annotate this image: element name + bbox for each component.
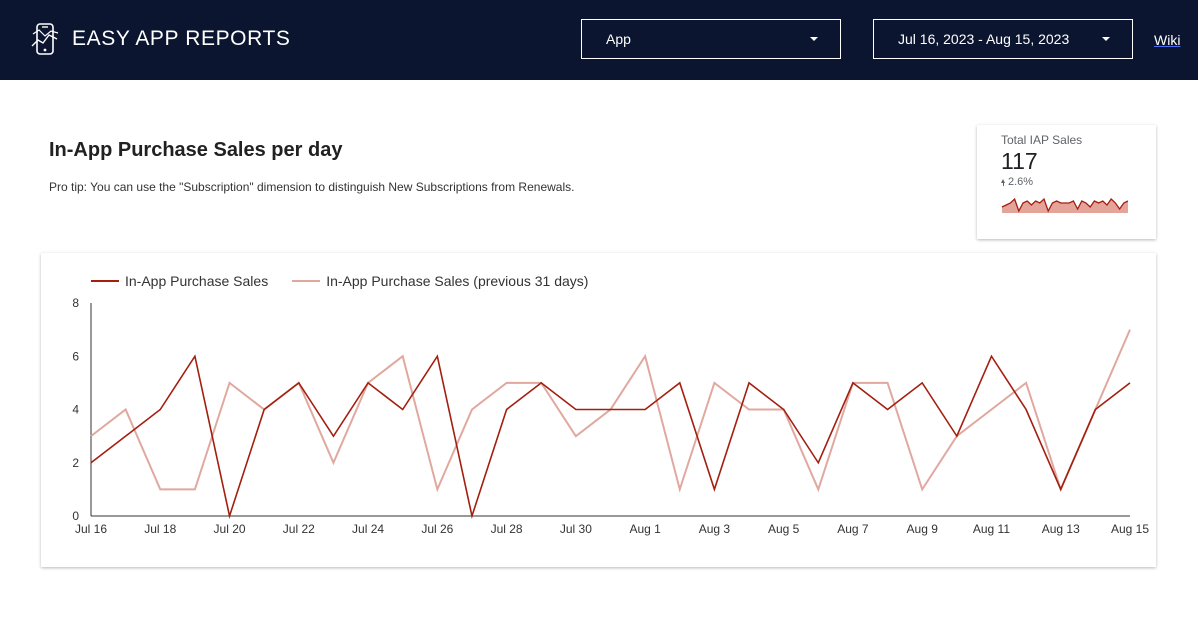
legend-label-current: In-App Purchase Sales	[125, 273, 269, 289]
line-chart: 0 2 4 6 8 Jul 16 Jul 18 Jul 20 Jul 22 Jul 24 Jul 2…	[72, 296, 1149, 536]
x-tick-label: Jul 26	[421, 522, 453, 536]
x-tick-label: Jul 18	[144, 522, 176, 536]
kpi-label: Total IAP Sales	[1001, 133, 1083, 147]
kpi-delta: 2.6%	[1001, 176, 1033, 188]
x-tick-label: Aug 7	[837, 522, 869, 536]
chart-legend: In-App Purchase Sales In-App Purchase Sa…	[91, 273, 612, 289]
legend-swatch-current	[91, 280, 119, 282]
pro-tip-text: Pro tip: You can use the "Subscription" …	[49, 180, 575, 194]
x-tick-label: Jul 20	[214, 522, 246, 536]
app-logo[interactable]: EASY APP REPORTS	[30, 22, 291, 56]
top-bar: EASY APP REPORTS App Jul 16, 2023 - Aug …	[0, 0, 1198, 80]
x-tick-label: Jul 16	[75, 522, 107, 536]
date-range-value: Jul 16, 2023 - Aug 15, 2023	[898, 31, 1070, 47]
y-tick-label: 6	[72, 349, 79, 363]
legend-label-previous: In-App Purchase Sales (previous 31 days)	[326, 273, 589, 289]
legend-item-previous[interactable]: In-App Purchase Sales (previous 31 days)	[292, 273, 588, 289]
app-selector-dropdown[interactable]: App	[581, 19, 841, 59]
chart-card: In-App Purchase Sales In-App Purchase Sa…	[41, 253, 1156, 567]
sparkline-line	[1001, 197, 1129, 213]
arrow-up-icon	[1001, 179, 1005, 183]
kpi-value: 117	[1001, 148, 1038, 174]
legend-swatch-previous	[292, 280, 321, 282]
page-title: In-App Purchase Sales per day	[49, 139, 343, 161]
legend-item-current[interactable]: In-App Purchase Sales	[91, 273, 268, 289]
x-tick-label: Jul 24	[352, 522, 384, 536]
kpi-scorecard[interactable]: Total IAP Sales 117 2.6%	[977, 125, 1156, 239]
x-tick-label: Jul 30	[560, 522, 592, 536]
x-tick-label: Aug 13	[1042, 522, 1080, 536]
wiki-link[interactable]: Wiki	[1154, 32, 1181, 48]
series-line-current	[90, 354, 1131, 520]
x-tick-label: Aug 11	[973, 522, 1010, 536]
y-tick-label: 2	[72, 456, 79, 470]
phone-chart-icon	[31, 23, 59, 55]
app-selector-value: App	[606, 31, 631, 47]
app-title: EASY APP REPORTS	[72, 27, 291, 50]
x-tick-label: Jul 28	[491, 522, 523, 536]
kpi-sparkline	[1001, 197, 1129, 213]
y-tick-label: 4	[72, 403, 79, 417]
kpi-delta-value: 2.6%	[1008, 176, 1034, 188]
x-tick-label: Aug 3	[699, 522, 731, 536]
x-tick-label: Aug 5	[768, 522, 800, 536]
y-tick-label: 8	[72, 296, 79, 310]
x-tick-label: Aug 15	[1111, 522, 1149, 536]
date-range-dropdown[interactable]: Jul 16, 2023 - Aug 15, 2023	[873, 19, 1133, 59]
x-tick-label: Aug 9	[907, 522, 939, 536]
y-tick-label: 0	[72, 509, 79, 523]
caret-down-icon	[810, 37, 818, 41]
arrow-up-stem	[1003, 182, 1004, 186]
x-tick-label: Aug 1	[629, 522, 661, 536]
x-tick-label: Jul 22	[283, 522, 315, 536]
caret-down-icon	[1102, 37, 1110, 41]
